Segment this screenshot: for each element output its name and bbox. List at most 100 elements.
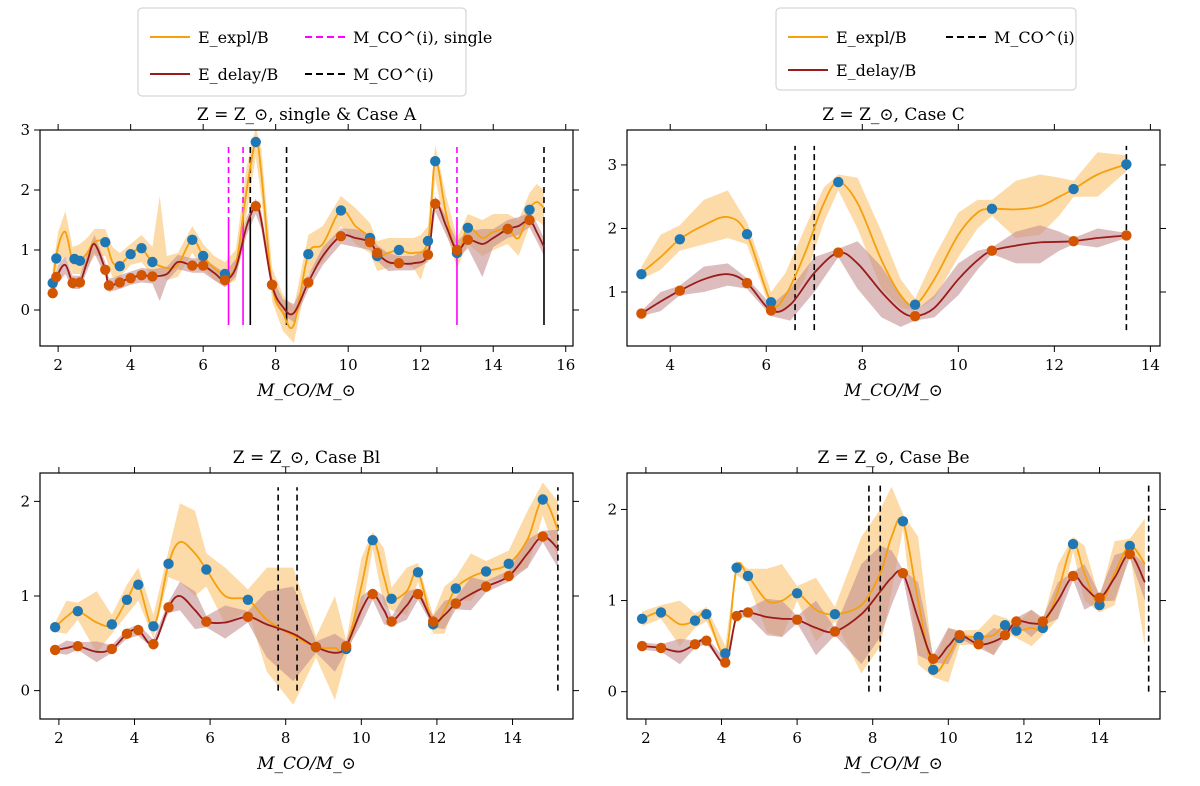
y-tick-label: 1 [20, 241, 30, 259]
legend-left-binary-label: M_CO^(i) [353, 65, 434, 84]
delay-data-point [909, 310, 921, 322]
x-tick-label: 12 [1045, 356, 1064, 374]
delay-data-point [636, 640, 648, 652]
expl-data-point [51, 253, 62, 264]
delay-data-point [386, 616, 397, 627]
expl-data-point [1011, 625, 1022, 636]
delay-data-point [1094, 592, 1105, 604]
delay-data-point [136, 270, 147, 281]
expl-data-point [742, 570, 754, 582]
axes-frame [626, 472, 1161, 720]
delay-data-point [503, 570, 514, 582]
expl-data-point [197, 250, 209, 262]
delay-data-point [100, 264, 111, 275]
legend-right-binary-label: M_CO^(i) [994, 28, 1075, 47]
expl-data-point [303, 249, 314, 260]
x-tick-label: 6 [792, 729, 802, 747]
legend-left-single-label: M_CO^(i), single [353, 28, 492, 47]
delay-data-point [367, 588, 378, 600]
expl-data-point [1067, 538, 1079, 550]
y-tick-label: 3 [20, 121, 30, 139]
expl-data-point [187, 234, 198, 245]
delay-data-point [201, 616, 212, 627]
expl-data-point [731, 562, 742, 573]
delay-data-point [897, 568, 909, 579]
delay-data-point [121, 628, 133, 640]
legend-left-frame [137, 7, 467, 97]
x-tick-label: 16 [556, 356, 575, 374]
delay-data-point [502, 223, 513, 235]
expl-data-point [999, 619, 1011, 631]
expl-data-point [49, 622, 61, 633]
delay-curve [640, 234, 1127, 318]
legend-left-delay-label: E_delay/B [198, 65, 278, 84]
x-tick-label: 10 [949, 356, 968, 374]
expl-data-point [689, 615, 701, 626]
delay-data-point [701, 635, 712, 646]
delay-data-point [197, 260, 209, 271]
x-tick-label: 10 [339, 356, 358, 374]
delay-data-point [340, 640, 352, 652]
expl-data-point [201, 564, 212, 575]
expl-data-point [791, 588, 803, 599]
panel-title: Z = Z_⊙, single & Case A [197, 105, 417, 125]
panel-title: Z = Z_⊙, Case Bl [233, 448, 381, 468]
x-tick-label: 8 [868, 729, 878, 747]
delay-data-point [1067, 570, 1079, 582]
expl-data-point [147, 256, 158, 268]
delay-data-point [954, 629, 965, 641]
delay-data-point [674, 285, 686, 296]
legend-left: E_expl/B E_delay/B M_CO^(i), single M_CO… [137, 7, 492, 97]
expl-data-point [1068, 183, 1079, 195]
x-axis-label: M_CO/M_⊙ [843, 754, 943, 774]
y-tick-label: 1 [607, 283, 617, 301]
delay-data-point [422, 249, 434, 260]
expl-data-point [242, 594, 254, 605]
expl-data-point [250, 136, 261, 148]
delay-uncertainty-band [642, 545, 1145, 667]
y-tick-label: 0 [607, 683, 617, 701]
y-tick-label: 2 [607, 219, 617, 237]
x-tick-label: 14 [484, 356, 503, 374]
x-axis-label: M_CO/M_⊙ [256, 381, 356, 401]
x-tick-label: 6 [761, 356, 771, 374]
expl-data-point [833, 176, 844, 188]
expl-data-point [412, 567, 424, 578]
expl-data-point [133, 579, 144, 590]
legend-left-expl-label: E_expl/B [198, 28, 269, 47]
expl-data-point [674, 234, 686, 245]
expl-data-point [114, 261, 125, 272]
legend-right-frame [775, 7, 1077, 91]
delay-data-point [148, 639, 159, 650]
x-tick-label: 10 [939, 729, 958, 747]
expl-data-point [503, 558, 514, 570]
expl-data-point [72, 605, 84, 617]
x-tick-label: 4 [665, 356, 675, 374]
x-tick-label: 12 [411, 356, 430, 374]
x-tick-label: 14 [1090, 729, 1109, 747]
axes-frame [626, 129, 1161, 347]
delay-data-point [47, 288, 58, 299]
x-tick-label: 2 [54, 729, 64, 747]
y-tick-label: 0 [20, 682, 30, 700]
x-tick-label: 2 [641, 729, 651, 747]
x-tick-label: 6 [198, 356, 208, 374]
delay-uncertainty-band [52, 196, 544, 322]
axes-frame [39, 472, 574, 720]
delay-data-point [72, 640, 84, 652]
expl-data-point [636, 613, 648, 624]
expl-data-point [125, 249, 136, 260]
delay-data-point [636, 308, 647, 319]
y-tick-label: 0 [20, 301, 30, 319]
expl-data-point [537, 494, 548, 505]
panel-title: Z = Z_⊙, Case C [822, 105, 965, 125]
delay-data-point [147, 271, 158, 282]
y-tick-label: 1 [20, 587, 30, 605]
delay-data-point [335, 231, 347, 242]
expl-data-point [973, 631, 984, 643]
delay-data-point [791, 614, 803, 625]
